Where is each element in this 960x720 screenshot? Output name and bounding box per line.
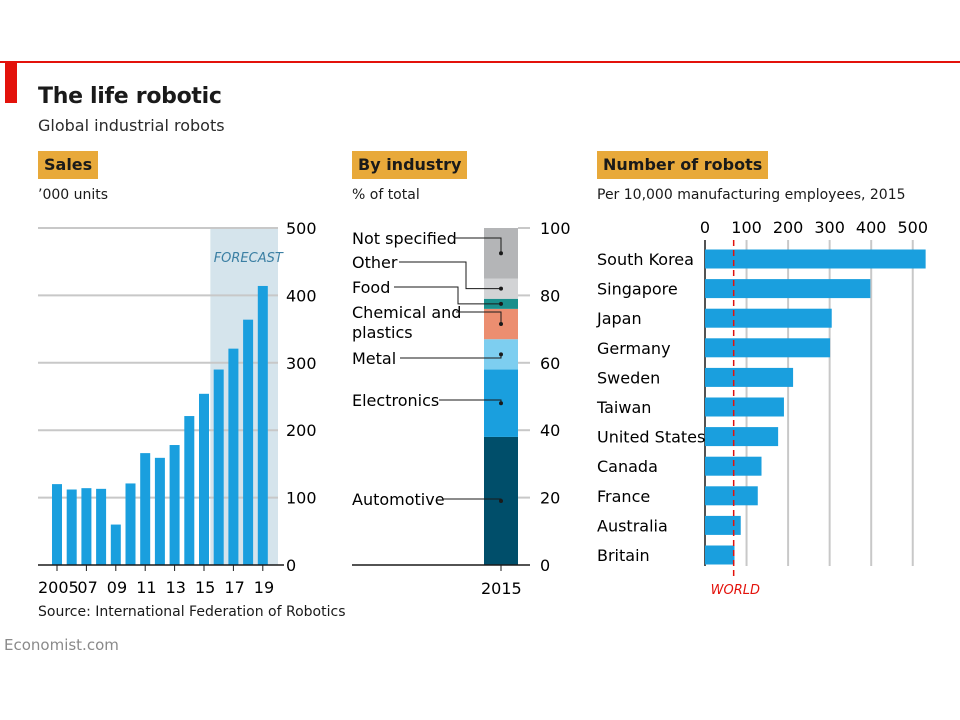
robots-bar [705,427,779,447]
robots-x-tick-label: 100 [731,218,762,237]
robots-x-tick-label: 0 [700,218,710,237]
robots-category-label: Germany [597,339,671,358]
sales-bar [52,484,62,565]
robots-x-tick-label: 400 [856,218,887,237]
industry-y-tick-label: 20 [540,489,560,508]
industry-label: plastics [352,323,413,342]
source-note: Source: International Federation of Robo… [38,604,346,620]
robots-category-label: South Korea [597,250,694,269]
robots-category-label: France [597,487,650,506]
sales-x-tick-label: 15 [195,578,215,597]
sales-x-tick-label: 19 [254,578,274,597]
industry-label: Electronics [352,391,439,410]
industry-y-tick-label: 100 [540,219,571,238]
industry-label: Food [352,278,390,297]
robots-category-label: United States [597,428,705,447]
sales-bar [140,453,151,565]
industry-y-tick-label: 40 [540,421,560,440]
forecast-label: FORECAST [214,251,284,266]
robots-bar [705,486,758,506]
sales-bar [66,489,77,565]
brand-logo-text: Economist.com [4,636,119,654]
sales-bar [154,457,165,565]
industry-leader-dot [499,352,503,357]
robots-bar [705,545,735,565]
sales-bar [169,445,180,565]
robots-bar [705,279,871,299]
sales-bar [81,488,92,565]
robots-bar [705,249,926,269]
industry-leader-dot [499,401,503,406]
industry-label: Other [352,253,398,272]
sales-bar [257,285,268,565]
industry-label: Not specified [352,229,457,248]
industry-label: Metal [352,349,396,368]
sales-x-tick-label: 07 [77,578,97,597]
industry-y-tick-label: 80 [540,286,560,305]
industry-leader-line [394,286,501,305]
industry-x-label: 2015 [481,579,522,598]
sales-unit: ’000 units [38,187,109,203]
sales-bar [125,483,136,565]
robots-bar [705,308,832,328]
robots-category-label: Japan [596,309,642,328]
sales-y-tick-label: 300 [286,354,317,373]
sales-y-tick-label: 100 [286,489,317,508]
industry-leader-dot [499,301,503,306]
chart-title: The life robotic [38,84,222,109]
top-rule [0,61,960,63]
sales-bar [110,524,121,565]
sales-bar [243,319,254,565]
industry-leader-line [456,311,502,325]
industry-unit: % of total [352,187,420,203]
red-tag-marker [5,63,17,103]
sales-bar [96,488,107,565]
sales-x-tick-label: 11 [136,578,156,597]
robots-bar [705,397,784,417]
industry-leader-dot [499,286,503,291]
robots-unit: Per 10,000 manufacturing employees, 2015 [597,187,906,203]
robots-x-tick-label: 500 [897,218,928,237]
industry-leader-line [399,261,501,290]
industry-y-tick-label: 0 [540,556,550,575]
world-reference-label: WORLD [711,583,760,598]
industry-leader-dot [499,251,503,256]
sales-y-tick-label: 400 [286,286,317,305]
robots-category-label: Australia [597,516,668,535]
sales-bar [199,393,209,565]
industry-y-tick-label: 60 [540,354,560,373]
robots-bar [705,515,741,535]
industry-leader-line [454,237,502,254]
robots-panel-title: Number of robots [597,151,769,179]
sales-x-tick-label: 17 [224,578,244,597]
industry-label: Chemical and [352,303,461,322]
industry-label: Automotive [352,490,445,509]
sales-bar [184,416,195,565]
robots-category-label: Britain [597,546,650,565]
sales-bar [213,369,224,565]
chart-subtitle: Global industrial robots [38,116,225,135]
robots-bar [705,456,762,476]
industry-panel-title: By industry [352,151,468,179]
industry-leader-dot [499,498,503,503]
robots-x-tick-label: 200 [773,218,804,237]
robots-bar [705,367,794,387]
sales-x-tick-label: 13 [166,578,186,597]
robots-category-label: Taiwan [596,398,651,417]
sales-x-tick-label: 2005 [38,578,79,597]
sales-y-tick-label: 500 [286,219,317,238]
sales-panel-title: Sales [38,151,99,179]
robots-category-label: Singapore [597,280,678,299]
robots-category-label: Canada [597,457,658,476]
sales-x-tick-label: 09 [107,578,127,597]
robots-x-tick-label: 300 [814,218,845,237]
sales-y-tick-label: 0 [286,556,296,575]
robots-category-label: Sweden [597,368,660,387]
robots-bar [705,338,831,358]
sales-y-tick-label: 200 [286,421,317,440]
industry-leader-dot [499,322,503,327]
sales-bar [228,348,239,565]
